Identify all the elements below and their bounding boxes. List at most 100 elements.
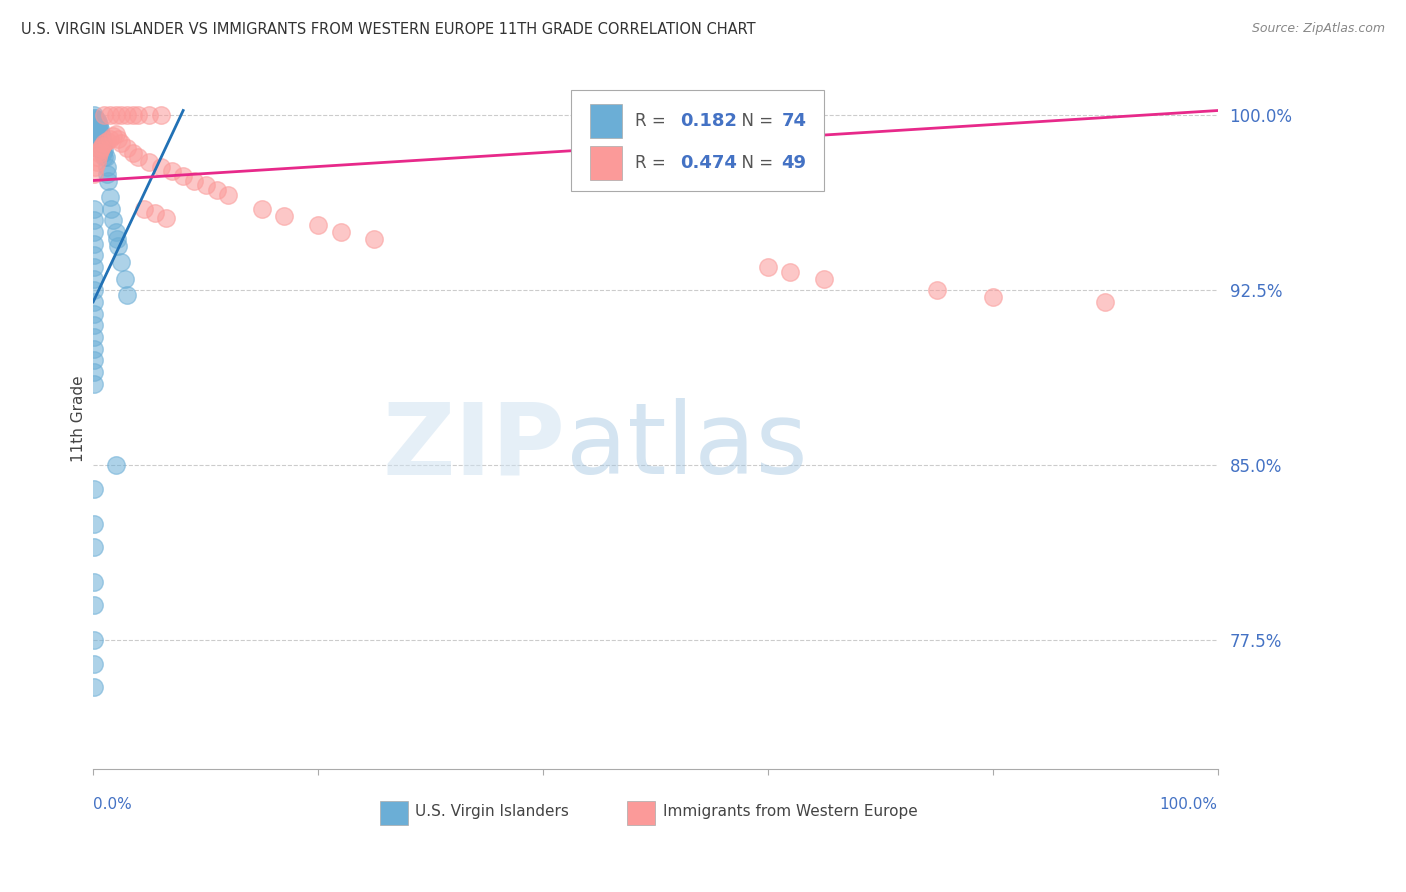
Point [83,574,105,589]
Text: N =: N = [731,154,778,172]
Point [98,190,121,204]
Point [83,111,105,125]
Point [115,288,138,302]
Point [114,271,136,285]
Point [86,131,108,145]
Point [83,236,105,251]
Point [83,260,105,274]
Point [83,118,105,132]
Point [183,173,205,187]
Point [91,138,114,153]
Point [103,213,125,227]
Bar [591,146,621,180]
Point [84,120,107,134]
Point [981,290,1004,304]
Point [96,160,118,174]
Point [83,342,105,356]
Point [83,376,105,391]
Point [89,129,111,144]
Text: 74: 74 [782,112,807,130]
Point [217,187,239,202]
Text: 0.182: 0.182 [681,112,737,130]
Point [86,129,108,144]
Text: U.S. Virgin Islanders: U.S. Virgin Islanders [415,805,568,820]
Point [84,115,107,129]
Point [83,225,105,239]
Point [149,108,172,122]
Y-axis label: 11th Grade: 11th Grade [72,376,86,462]
Point [98,108,121,122]
Point [86,141,108,155]
Point [86,154,108,169]
Point [86,122,108,136]
Point [149,160,172,174]
Point [100,202,122,216]
Point [87,145,110,160]
Point [83,318,105,333]
Point [103,129,125,144]
Point [83,167,105,181]
Point [110,136,132,151]
Point [105,232,128,246]
Point [83,115,105,129]
Point [138,154,160,169]
Point [110,108,132,122]
Point [110,255,132,269]
Point [91,145,114,160]
Point [86,112,108,127]
Text: atlas: atlas [565,398,807,495]
Point [155,211,177,225]
Point [86,115,108,129]
Bar [591,104,621,138]
Point [83,248,105,262]
Point [86,124,108,138]
Text: N =: N = [731,112,778,130]
Text: R =: R = [636,112,671,130]
Point [83,283,105,297]
Point [127,108,149,122]
Point [121,145,143,160]
Point [779,264,801,278]
Point [83,202,105,216]
Point [160,164,183,178]
Point [93,143,115,157]
Point [97,173,120,187]
Point [89,143,111,157]
Point [813,271,835,285]
Point [83,482,105,496]
Point [90,141,112,155]
Text: Immigrants from Western Europe: Immigrants from Western Europe [664,805,918,820]
Point [138,108,160,122]
Point [83,633,105,648]
Point [1094,294,1116,309]
Text: U.S. VIRGIN ISLANDER VS IMMIGRANTS FROM WESTERN EUROPE 11TH GRADE CORRELATION CH: U.S. VIRGIN ISLANDER VS IMMIGRANTS FROM … [21,22,755,37]
Point [94,150,117,164]
Bar [627,801,655,824]
Point [86,150,108,164]
Point [329,225,352,239]
Point [87,124,110,138]
Point [121,108,143,122]
Point [93,150,115,164]
Point [83,112,105,127]
Point [98,131,121,145]
Point [87,131,110,145]
Point [107,239,129,253]
Point [91,131,114,145]
Text: 49: 49 [782,154,807,172]
Point [89,136,111,151]
Point [273,209,295,223]
Point [104,225,127,239]
Point [86,127,108,141]
Point [250,202,273,216]
Bar [380,801,408,824]
Text: 0.474: 0.474 [681,154,737,172]
Text: ZIP: ZIP [382,398,565,495]
Point [83,365,105,379]
Point [84,111,107,125]
Point [143,206,166,220]
Point [107,131,129,145]
Point [83,294,105,309]
Point [93,136,115,151]
Point [84,124,107,138]
